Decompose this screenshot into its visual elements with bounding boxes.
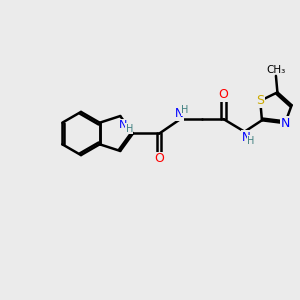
Text: H: H <box>126 124 133 134</box>
Text: N: N <box>280 117 290 130</box>
Text: H: H <box>248 136 255 146</box>
Text: N: N <box>175 107 184 120</box>
Text: N: N <box>242 130 250 144</box>
Text: H: H <box>181 105 188 115</box>
Text: S: S <box>256 94 264 107</box>
Text: CH₃: CH₃ <box>266 65 286 75</box>
Text: O: O <box>219 88 229 101</box>
Text: O: O <box>154 152 164 166</box>
Text: N: N <box>119 120 128 130</box>
